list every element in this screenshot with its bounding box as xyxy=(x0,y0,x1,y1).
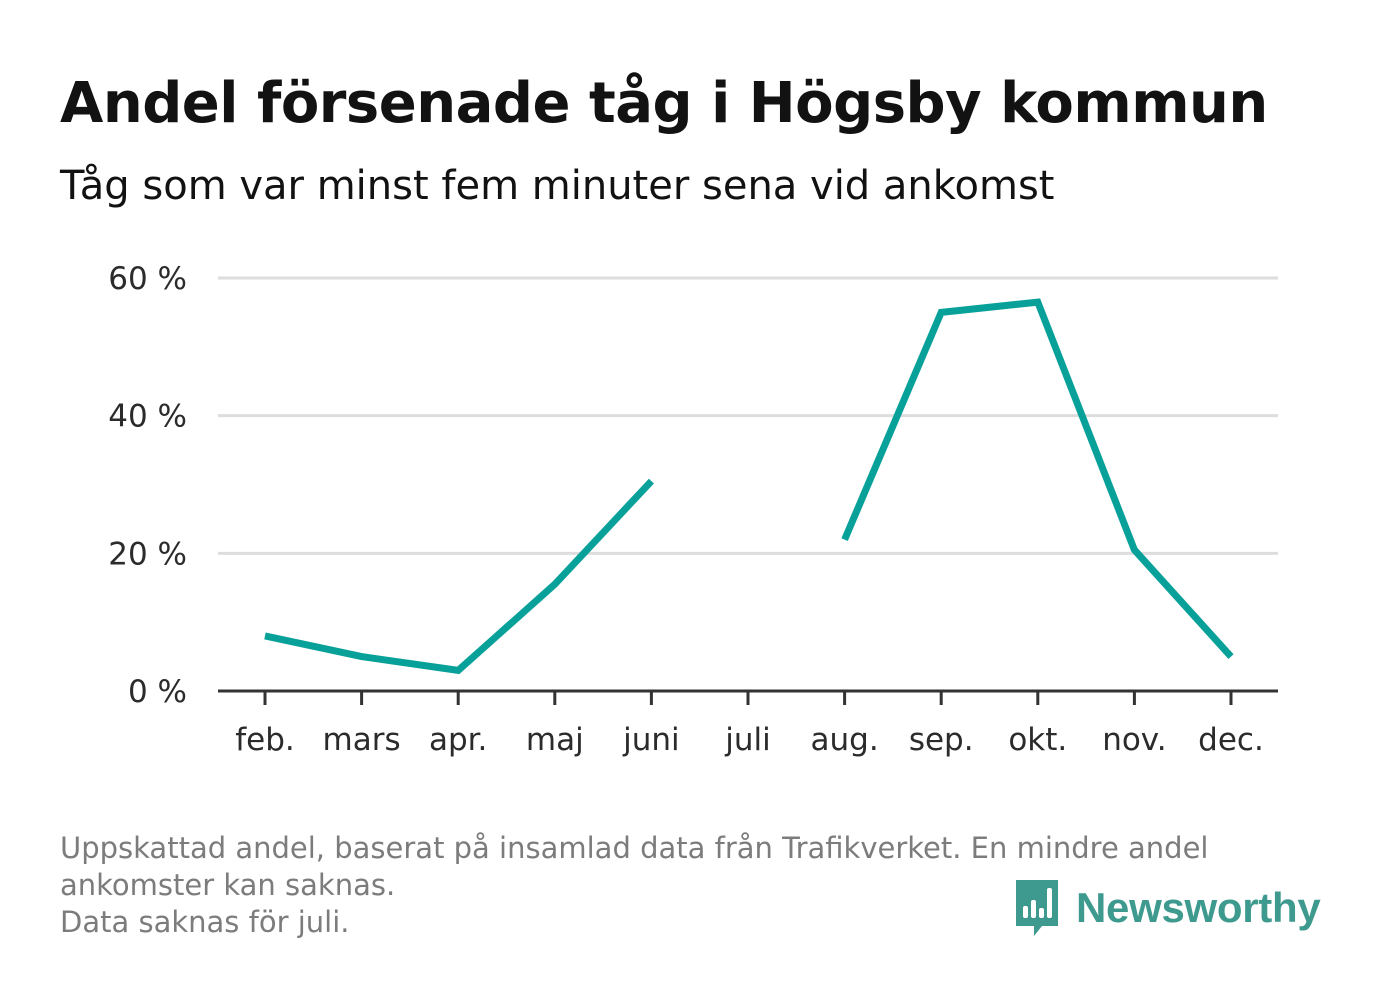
newsworthy-logo-icon xyxy=(1016,880,1058,936)
y-tick-label: 0 % xyxy=(128,674,187,710)
x-tick-label: mars xyxy=(323,722,401,758)
footer-missing-data-note: Data saknas för juli. xyxy=(60,905,350,939)
footer-note: Uppskattad andel, baserat på insamlad da… xyxy=(60,831,1209,902)
y-tick-label: 40 % xyxy=(108,399,187,435)
x-tick-label: nov. xyxy=(1102,722,1166,758)
x-axis-ticks: feb. mars apr. maj juni juli aug. sep. okt. nov. d… xyxy=(235,691,1264,758)
chart-title: Andel försenade tåg i Högsby kommun xyxy=(60,71,1268,136)
x-tick-label: aug. xyxy=(811,722,879,758)
x-tick-label: maj xyxy=(526,722,584,758)
x-tick-label: okt. xyxy=(1008,722,1067,758)
line-chart: 0 % 20 % 40 % 60 % feb. mars apr. maj juni juli a… xyxy=(108,261,1278,758)
y-axis-tick-labels: 0 % 20 % 40 % 60 % xyxy=(108,261,187,710)
brand-logo[interactable]: Newsworthy xyxy=(1012,876,1321,940)
data-series xyxy=(264,298,1234,675)
x-tick-label: feb. xyxy=(235,722,295,758)
chart-subtitle: Tåg som var minst fem minuter sena vid a… xyxy=(60,163,1055,209)
y-tick-label: 20 % xyxy=(108,536,187,572)
y-tick-label: 60 % xyxy=(108,261,187,297)
x-tick-label: dec. xyxy=(1198,722,1264,758)
brand-name: Newsworthy xyxy=(1076,884,1321,931)
gridlines xyxy=(218,276,1278,555)
series-line-segment xyxy=(264,478,654,675)
x-tick-label: juli xyxy=(724,722,771,758)
chart-footer: Uppskattad andel, baserat på insamlad da… xyxy=(60,830,1320,941)
x-tick-label: apr. xyxy=(429,722,487,758)
series-line-segment xyxy=(841,298,1234,659)
x-tick-label: sep. xyxy=(909,722,974,758)
x-tick-label: juni xyxy=(622,722,680,758)
